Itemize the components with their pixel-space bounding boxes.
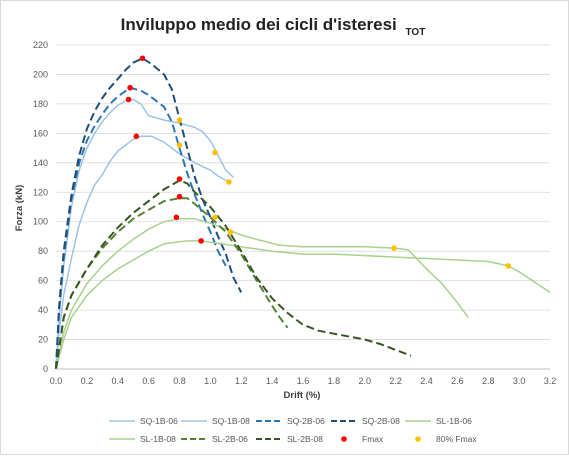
series-line-sl-2b-06	[55, 197, 289, 370]
y-tick-label: 100	[33, 217, 48, 227]
y-tick-label: 200	[33, 69, 48, 79]
fmax-point	[125, 96, 132, 103]
y-tick-label: 180	[33, 99, 48, 109]
fmax-80-point	[391, 245, 397, 252]
series-lines	[55, 57, 551, 370]
legend-item-sl-2b-08: SL-2B-08	[256, 434, 323, 444]
x-tick-label: 0.8	[173, 376, 186, 386]
legend-item-sq-2b-06: SQ-2B-06	[256, 416, 325, 426]
y-tick-label: 80	[38, 246, 48, 256]
fmax-80-point	[212, 214, 218, 221]
legend-label: SL-2B-06	[212, 434, 248, 444]
x-tick-label: 1.6	[297, 376, 310, 386]
legend-item-fmax: Fmax	[341, 434, 384, 444]
fmax-point	[198, 238, 204, 244]
x-tick-label: 1.4	[266, 376, 279, 386]
y-tick-label: 60	[38, 276, 48, 286]
legend-item-sq-1b-06: SQ-1B-06	[109, 416, 178, 426]
y-tick-label: 120	[33, 187, 48, 197]
x-tick-labels: 0.0 0.2 0.4 0.6 0.8 1.0 1.2 1.4 1.6 1.8 2.0 2.2 2.4 2…	[50, 376, 557, 386]
legend-label: SQ-2B-06	[287, 416, 325, 426]
fmax-80-point	[176, 117, 183, 123]
legend-swatch	[341, 436, 347, 442]
series-line-sl-1b-06	[55, 240, 551, 370]
y-tick-labels: 0 20 40 60 80 100 120 140 160 180 200 220	[33, 40, 48, 374]
legend: SQ-1B-06 SQ-1B-08 SQ-2B-06 SQ-2B-08 SL-1B-06…	[109, 416, 477, 444]
legend-label: 80% Fmax	[436, 434, 477, 444]
y-tick-label: 40	[38, 305, 48, 315]
x-tick-label: 1.0	[204, 376, 217, 386]
x-axis-title: Drift (%)	[284, 390, 321, 401]
y-axis-title: Forza (kN)	[14, 185, 25, 231]
x-tick-label: 2.4	[420, 376, 433, 386]
legend-item-80-fmax: 80% Fmax	[415, 434, 477, 444]
legend-item-sq-2b-08: SQ-2B-08	[331, 416, 400, 426]
legend-label: SL-2B-08	[287, 434, 323, 444]
y-tick-label: 20	[38, 335, 48, 345]
series-line-sq-2b-06	[55, 86, 227, 370]
legend-swatch	[415, 436, 421, 442]
marker-points	[125, 55, 512, 269]
y-tick-label: 140	[33, 158, 48, 168]
x-tick-label: 0.0	[50, 376, 63, 386]
legend-item-sq-1b-08: SQ-1B-08	[181, 416, 250, 426]
series-line-sl-2b-08	[55, 179, 412, 370]
fmax-80-point	[212, 149, 218, 156]
series-line-sq-1b-08	[55, 98, 235, 370]
x-tick-label: 2.0	[358, 376, 371, 386]
legend-item-sl-1b-06: SL-1B-06	[405, 416, 472, 426]
x-tick-label: 1.2	[235, 376, 248, 386]
legend-item-sl-2b-06: SL-2B-06	[181, 434, 248, 444]
x-tick-label: 2.8	[482, 376, 495, 386]
grid-lines	[56, 44, 550, 340]
legend-label: SQ-1B-08	[212, 416, 250, 426]
series-line-sq-1b-06	[55, 135, 230, 370]
legend-label: SL-1B-06	[436, 416, 472, 426]
y-tick-label: 160	[33, 128, 48, 138]
x-tick-label: 3.0	[513, 376, 526, 386]
legend-label: SQ-2B-08	[362, 416, 400, 426]
fmax-point	[127, 84, 133, 91]
chart-title-subscript: TOT	[406, 27, 426, 38]
chart-title: Inviluppo medio dei cicli d'isteresi TOT	[121, 15, 426, 38]
y-tick-label: 0	[43, 364, 48, 374]
chart-title-main: Inviluppo medio dei cicli d'isteresi	[121, 15, 397, 34]
y-tick-label: 220	[33, 40, 48, 50]
legend-label: Fmax	[362, 434, 384, 444]
fmax-point	[176, 193, 183, 200]
fmax-point	[173, 214, 180, 221]
fmax-point	[176, 176, 183, 182]
x-tick-label: 2.2	[389, 376, 402, 386]
series-line-sl-1b-08	[55, 218, 469, 370]
x-tick-label: 3.2	[544, 376, 557, 386]
x-tick-label: 2.6	[451, 376, 464, 386]
legend-item-sl-1b-08: SL-1B-08	[109, 434, 176, 444]
fmax-80-point	[226, 179, 232, 185]
x-tick-label: 0.2	[81, 376, 94, 386]
fmax-80-point	[176, 142, 183, 148]
fmax-point	[139, 55, 146, 62]
x-tick-label: 0.6	[142, 376, 155, 386]
fmax-80-point	[505, 263, 512, 269]
x-tick-label: 0.4	[111, 376, 124, 386]
legend-label: SL-1B-08	[140, 434, 176, 444]
x-tick-label: 1.8	[328, 376, 341, 386]
legend-label: SQ-1B-06	[140, 416, 178, 426]
fmax-point	[133, 133, 140, 140]
fmax-80-point	[227, 229, 234, 235]
